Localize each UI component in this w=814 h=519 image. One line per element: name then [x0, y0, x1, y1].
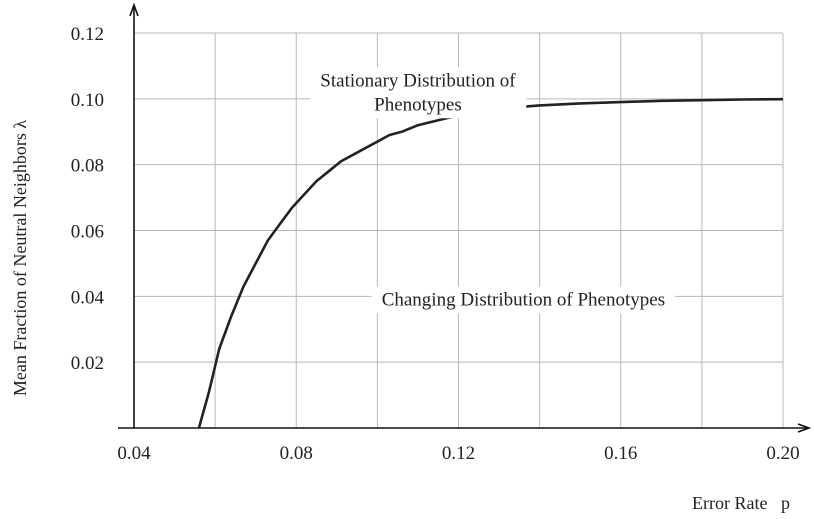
x-axis-label: Error Rate p — [692, 493, 790, 513]
annotation-text: Stationary Distribution of — [320, 70, 516, 91]
y-tick-label: 0.12 — [71, 24, 104, 45]
annotation: Changing Distribution of Phenotypes — [371, 286, 676, 314]
y-tick-label: 0.04 — [71, 287, 105, 308]
annotation-background — [371, 286, 676, 314]
x-tick-label: 0.04 — [117, 443, 151, 464]
x-axis-arrow — [797, 423, 812, 433]
annotation-background — [310, 67, 527, 119]
annotation: Stationary Distribution of Phenotypes — [310, 67, 527, 119]
y-tick-label: 0.10 — [71, 90, 104, 111]
annotation-text: Phenotypes — [374, 94, 462, 115]
y-axis-label: Mean Fraction of Neutral Neighbors λ — [10, 120, 30, 396]
x-tick-label: 0.08 — [280, 443, 313, 464]
axes-layer — [118, 2, 812, 433]
annotations-layer: Stationary Distribution of Phenotypes Chan… — [310, 67, 676, 314]
x-tick-label: 0.16 — [604, 443, 637, 464]
x-tick-label: 0.12 — [442, 443, 475, 464]
annotation-text: Changing Distribution of Phenotypes — [382, 290, 665, 311]
series-layer — [197, 97, 784, 429]
y-axis-arrow — [129, 2, 139, 17]
y-tick-label: 0.02 — [71, 353, 104, 374]
y-tick-label: 0.06 — [71, 222, 104, 243]
x-tick-label: 0.20 — [766, 443, 799, 464]
ticks-layer: 0.04 0.08 0.12 0.16 0.20 0.02 0.04 0.06 0.08 0.10… — [71, 24, 800, 464]
series-line — [197, 97, 784, 429]
y-tick-label: 0.08 — [71, 156, 104, 177]
